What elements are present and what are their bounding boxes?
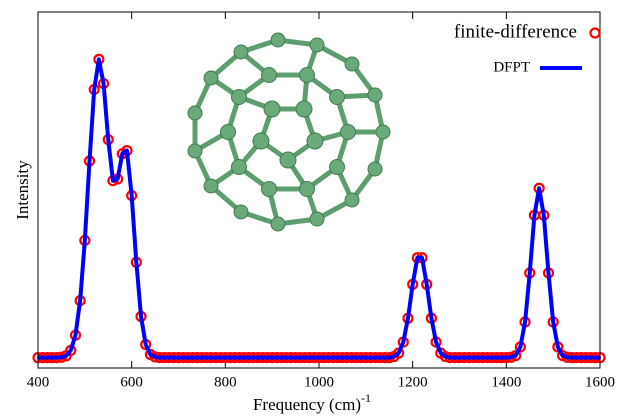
plot-frame <box>37 11 601 369</box>
legend: finite-difference DFPT <box>454 21 601 75</box>
c60-molecule <box>187 32 391 232</box>
x-tick-label: 1200 <box>398 374 428 390</box>
x-axis-label-superscript: -1 <box>361 391 371 405</box>
x-tick-label: 400 <box>27 374 50 390</box>
y-axis-label: Intensity <box>13 160 32 220</box>
data-line <box>38 57 600 360</box>
x-tick-label: 600 <box>120 374 143 390</box>
legend-label: finite-difference <box>454 21 577 42</box>
x-tick-label: 800 <box>214 374 237 390</box>
x-tick-label: 1000 <box>304 374 334 390</box>
legend-marker <box>589 27 601 39</box>
x-tick-label: 1400 <box>491 374 521 390</box>
x-axis-label-text: Frequency (cm) <box>253 395 361 414</box>
marker-series <box>32 53 606 364</box>
x-tick-label: 1600 <box>585 374 615 390</box>
x-axis-label: Frequency (cm)-1 <box>253 391 371 414</box>
legend-label: DFPT <box>493 59 530 75</box>
